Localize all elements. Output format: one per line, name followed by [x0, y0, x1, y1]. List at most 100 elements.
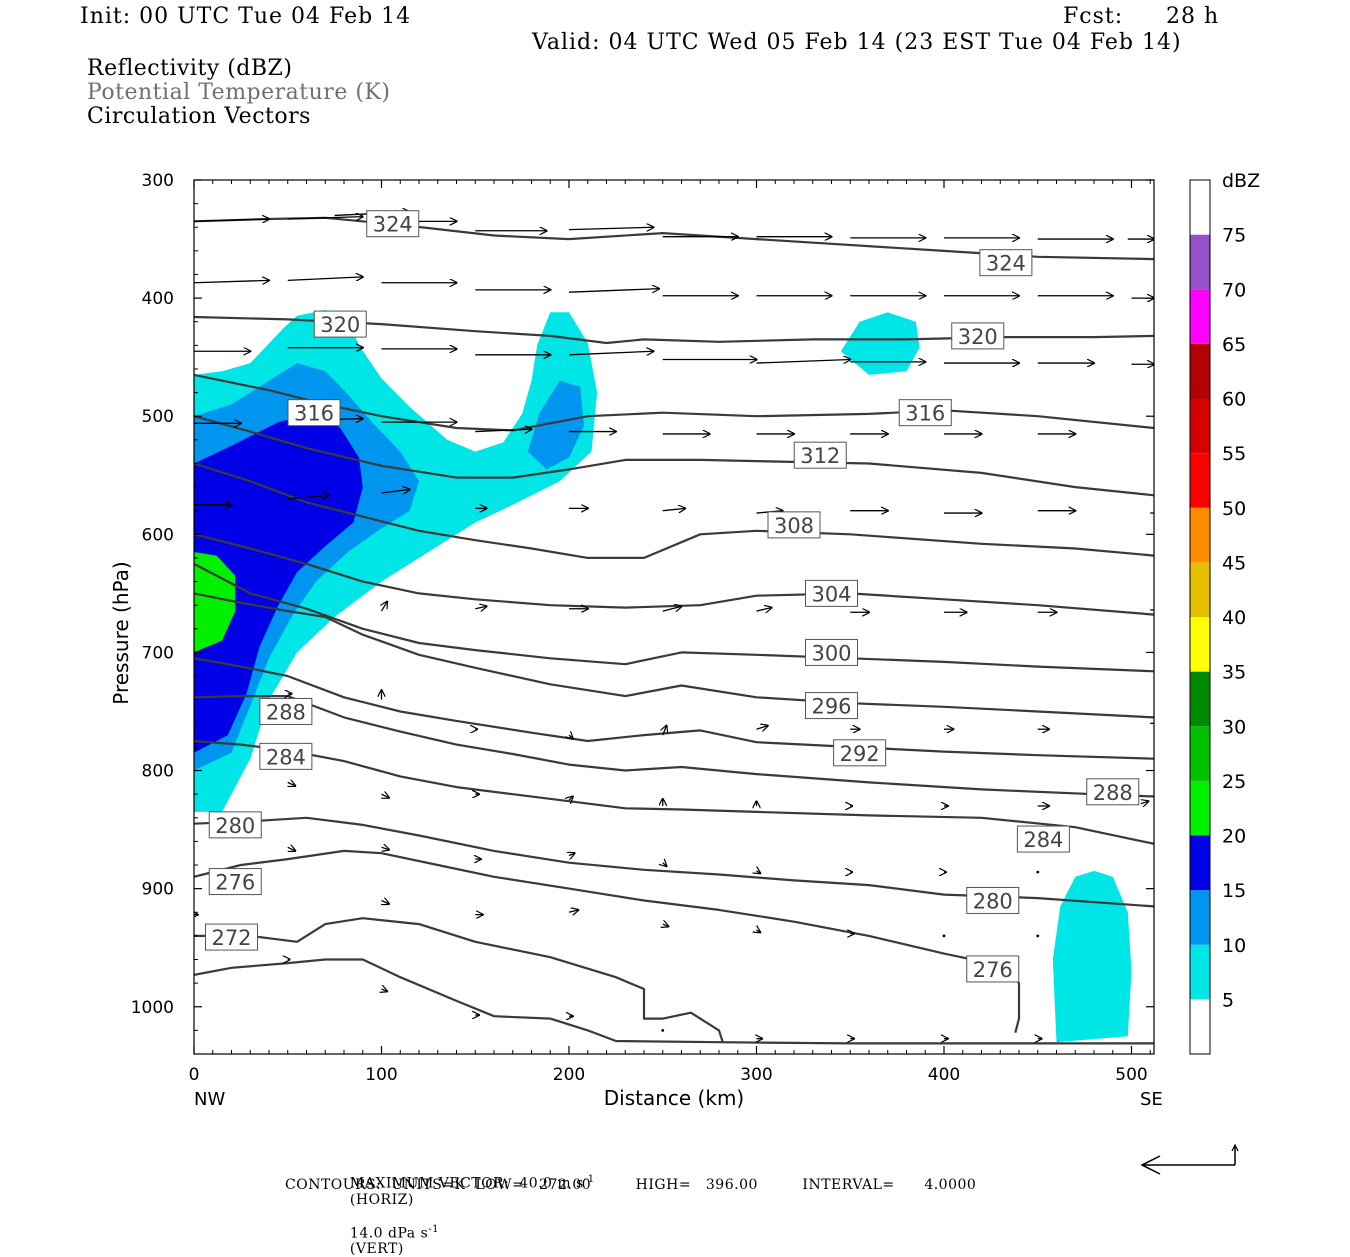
theta-contour-280-16	[194, 816, 1154, 908]
colorbar-swatch-12	[1190, 343, 1210, 399]
vector-94	[382, 900, 390, 904]
svg-text:312: 312	[800, 444, 840, 468]
colorbar-swatch-2	[1190, 890, 1210, 945]
theta-contour-300-9	[194, 562, 1154, 673]
vector-83	[1141, 801, 1149, 803]
vector-85	[382, 847, 390, 849]
forecast-hour: 28 h	[1166, 4, 1220, 29]
colorbar-label-40: 40	[1222, 607, 1246, 629]
footer-max-vector-text: MAXIMUM VECTOR: 40.0 m s	[349, 1175, 584, 1192]
footer-vert-tag: (VERT)	[349, 1241, 404, 1257]
colorbar-swatch-1	[1190, 944, 1210, 1000]
vector-69	[756, 726, 768, 730]
y-tick-label-400: 400	[142, 289, 174, 309]
field-reflectivity: Reflectivity (dBZ)	[87, 56, 293, 81]
vector-106	[661, 1028, 665, 1032]
colorbar-label-70: 70	[1222, 279, 1246, 301]
svg-text:316: 316	[905, 402, 945, 426]
colorbar-swatch-13	[1190, 289, 1210, 344]
vector-1	[287, 217, 363, 219]
contour-label-300-9: 300	[805, 638, 858, 666]
x-tick-label-300: 300	[740, 1065, 772, 1085]
theta-contour-272-20	[194, 917, 724, 1043]
footer-horiz-exponent: -1	[583, 1174, 595, 1185]
svg-text:288: 288	[1093, 781, 1133, 805]
colorbar-label-60: 60	[1222, 389, 1246, 411]
vector-77	[569, 797, 573, 801]
svg-text:284: 284	[266, 745, 306, 769]
colorbar-swatch-3	[1190, 835, 1210, 891]
contour-label-312-6: 312	[793, 441, 847, 469]
colorbar-swatch-10	[1190, 453, 1210, 508]
contour-label-276-19: 276	[966, 955, 1020, 983]
svg-text:308: 308	[774, 514, 814, 538]
colorbar-swatch-8	[1190, 562, 1210, 617]
axes-layer: 300 400 500 600 700 800 900 1000 0 100 200 300 400 50…	[131, 171, 1154, 1085]
y-axis-label: Pressure (hPa)	[109, 561, 133, 704]
footer-max-vector: MAXIMUM VECTOR: 40.0 m s-1 (HORIZ) 14.0 …	[340, 1158, 595, 1257]
colorbar-swatch-0	[1190, 999, 1210, 1054]
colorbar-swatch-9	[1190, 507, 1210, 563]
y-tick-label-500: 500	[142, 407, 174, 427]
colorbar-label-5: 5	[1222, 989, 1234, 1011]
colorbar-label-10: 10	[1222, 935, 1246, 957]
x-tick-label-500: 500	[1115, 1065, 1147, 1085]
vector-98	[757, 930, 761, 932]
vector-37	[475, 429, 531, 431]
vector-96	[568, 910, 578, 912]
x-tick-label-200: 200	[553, 1065, 585, 1085]
vector-55	[382, 602, 388, 612]
colorbar-label-15: 15	[1222, 880, 1246, 902]
x-tick-label-100: 100	[365, 1065, 397, 1085]
contour-label-284-14: 284	[259, 742, 313, 770]
colorbar-swatch-11	[1190, 398, 1210, 454]
vector-13	[287, 277, 363, 281]
vector-97	[663, 924, 669, 926]
vector-5	[568, 227, 653, 229]
svg-text:272: 272	[211, 926, 251, 950]
colorbar-frame	[1189, 179, 1211, 1055]
valid-time: Valid: 04 UTC Wed 05 Feb 14 (23 EST Tue …	[532, 30, 1182, 55]
vector-29	[756, 360, 851, 364]
contour-label-276-18: 276	[208, 868, 262, 896]
contour-label-296-10: 296	[805, 692, 858, 720]
y-tick-label-900: 900	[142, 880, 174, 900]
colorbar-label-45: 45	[1222, 552, 1246, 574]
vector-46	[381, 489, 410, 493]
svg-text:300: 300	[811, 641, 851, 665]
reflectivity-region-10-dbz-2	[527, 380, 584, 470]
reflectivity-region-15-dbz-3	[194, 412, 363, 753]
vector-12	[194, 280, 269, 282]
colorbar-label-25: 25	[1222, 771, 1246, 793]
svg-text:280: 280	[973, 889, 1013, 913]
reference-vector	[1140, 1143, 1239, 1175]
svg-text:284: 284	[1023, 828, 1063, 852]
vector-89	[757, 871, 761, 873]
colorbar-swatch-7	[1190, 617, 1210, 672]
field-potential-temperature: Potential Temperature (K)	[87, 80, 391, 105]
colorbar-swatch-4	[1190, 780, 1210, 836]
contour-label-316-5: 316	[898, 399, 952, 427]
vector-74	[288, 782, 296, 786]
colorbar-label-35: 35	[1222, 662, 1246, 684]
colorbar-swatch-14	[1190, 234, 1210, 290]
y-tick-label-800: 800	[142, 762, 174, 782]
contour-label-320-2: 320	[313, 310, 367, 338]
contour-label-280-17: 280	[966, 886, 1020, 914]
x-tick-label-0: 0	[189, 1065, 200, 1085]
footer-vert-exponent: -1	[428, 1223, 440, 1235]
svg-text:320: 320	[958, 325, 998, 349]
svg-text:296: 296	[811, 695, 851, 719]
colorbar-unit: dBZ	[1222, 170, 1260, 192]
svg-text:292: 292	[840, 742, 880, 766]
x-end-label-nw: NW	[194, 1089, 225, 1110]
y-tick-label-700: 700	[142, 643, 174, 663]
colorbar-swatch-6	[1190, 671, 1210, 727]
contour-label-280-16: 280	[208, 811, 262, 839]
svg-text:288: 288	[266, 700, 306, 724]
vector-75	[382, 794, 390, 798]
vector-92	[1036, 870, 1040, 874]
contour-label-324-1: 324	[979, 249, 1033, 277]
colorbar-label-65: 65	[1222, 334, 1246, 356]
